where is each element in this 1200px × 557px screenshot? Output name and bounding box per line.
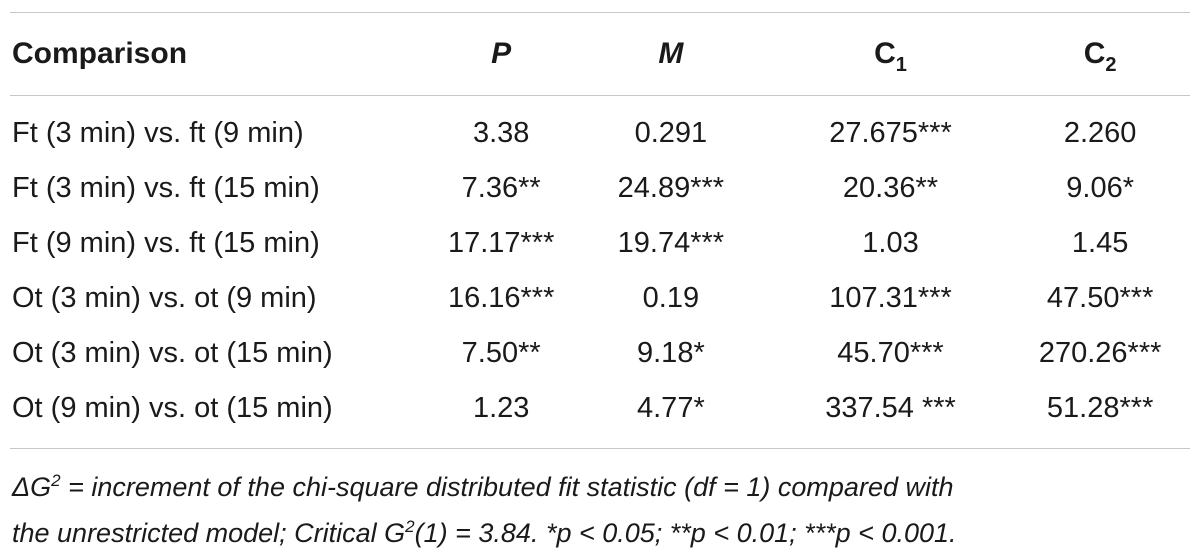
cell-c2: 47.50***: [1046, 282, 1154, 314]
cell-c2: 270.26***: [1038, 337, 1162, 369]
cell-c2: 9.06*: [1066, 172, 1134, 204]
table-row: Ft (3 min) vs. ft (15 min) 7.36** 24.89*…: [10, 161, 1190, 216]
cell-p: 16.16***: [447, 282, 555, 314]
footnote-text-2b: (1) = 3.84. *p < 0.05; **p < 0.01; ***p …: [414, 518, 957, 548]
footnote-text-2a: the unrestricted model; Critical G: [12, 518, 406, 548]
header-p: P: [491, 37, 512, 70]
cell-p: 3.38: [472, 117, 530, 149]
table-row: Ot (9 min) vs. ot (15 min) 1.23 4.77* 33…: [10, 381, 1190, 436]
cell-c2: 51.28***: [1046, 392, 1154, 424]
cell-c1: 107.31***: [829, 282, 952, 314]
cell-p: 17.17***: [447, 227, 555, 259]
table-body: Ft (3 min) vs. ft (9 min) 3.38 0.291 27.…: [10, 96, 1190, 436]
cell-c1: 45.70***: [837, 337, 944, 369]
cell-m: 0.19: [642, 282, 700, 314]
cell-m: 19.74***: [617, 227, 725, 259]
footnote-text-1: = increment of the chi-square distribute…: [60, 472, 954, 502]
results-table: Comparison P M C1 C2 Ft (3 min) vs. ft (…: [10, 0, 1190, 553]
header-c1-sub: 1: [895, 54, 907, 76]
footnote-line-1: ΔG2 = increment of the chi-square distri…: [12, 461, 1190, 507]
table-bottom-rule: [10, 448, 1190, 449]
header-c2: C2: [1010, 37, 1190, 76]
table-row: Ot (3 min) vs. ot (15 min) 7.50** 9.18* …: [10, 326, 1190, 381]
table-top-rule: [10, 12, 1190, 13]
header-c2-sub: 2: [1105, 54, 1117, 76]
cell-p: 7.36**: [461, 172, 541, 204]
cell-m: 9.18*: [637, 337, 705, 369]
cell-comparison: Ot (3 min) vs. ot (15 min): [12, 337, 333, 369]
header-c1: C1: [771, 37, 1011, 76]
cell-m: 24.89***: [617, 172, 725, 204]
cell-comparison: Ft (3 min) vs. ft (15 min): [12, 172, 320, 204]
table-header-row: Comparison P M C1 C2: [10, 13, 1190, 95]
cell-c1: 27.675***: [829, 117, 952, 149]
table-row: Ft (3 min) vs. ft (9 min) 3.38 0.291 27.…: [10, 106, 1190, 161]
cell-p: 7.50**: [461, 337, 541, 369]
cell-c2: 2.260: [1063, 117, 1137, 149]
table-header-rule: [10, 95, 1190, 96]
cell-c1: 1.03: [862, 227, 919, 259]
cell-c2: 1.45: [1071, 227, 1129, 259]
header-c1-base: C: [874, 37, 896, 70]
cell-p: 1.23: [472, 392, 530, 424]
cell-comparison: Ot (3 min) vs. ot (9 min): [12, 282, 317, 314]
table-footnote: ΔG2 = increment of the chi-square distri…: [10, 449, 1190, 553]
footnote-sup-1: 2: [51, 471, 61, 490]
table-row: Ft (9 min) vs. ft (15 min) 17.17*** 19.7…: [10, 216, 1190, 271]
footnote-line-2: the unrestricted model; Critical G2(1) =…: [12, 507, 1190, 553]
cell-comparison: Ft (9 min) vs. ft (15 min): [12, 227, 320, 259]
cell-c1: 20.36**: [842, 172, 939, 204]
header-c2-base: C: [1083, 37, 1106, 70]
footnote-delta-g: ΔG: [12, 472, 52, 502]
header-comparison: Comparison: [12, 37, 188, 70]
table-row: Ot (3 min) vs. ot (9 min) 16.16*** 0.19 …: [10, 271, 1190, 326]
cell-c1: 337.54 ***: [825, 392, 956, 424]
footnote-sup-2: 2: [405, 517, 415, 536]
cell-m: 4.77*: [637, 392, 705, 424]
cell-m: 0.291: [634, 117, 708, 149]
header-m: M: [658, 37, 684, 70]
cell-comparison: Ft (3 min) vs. ft (9 min): [12, 117, 304, 149]
cell-comparison: Ot (9 min) vs. ot (15 min): [12, 392, 333, 424]
